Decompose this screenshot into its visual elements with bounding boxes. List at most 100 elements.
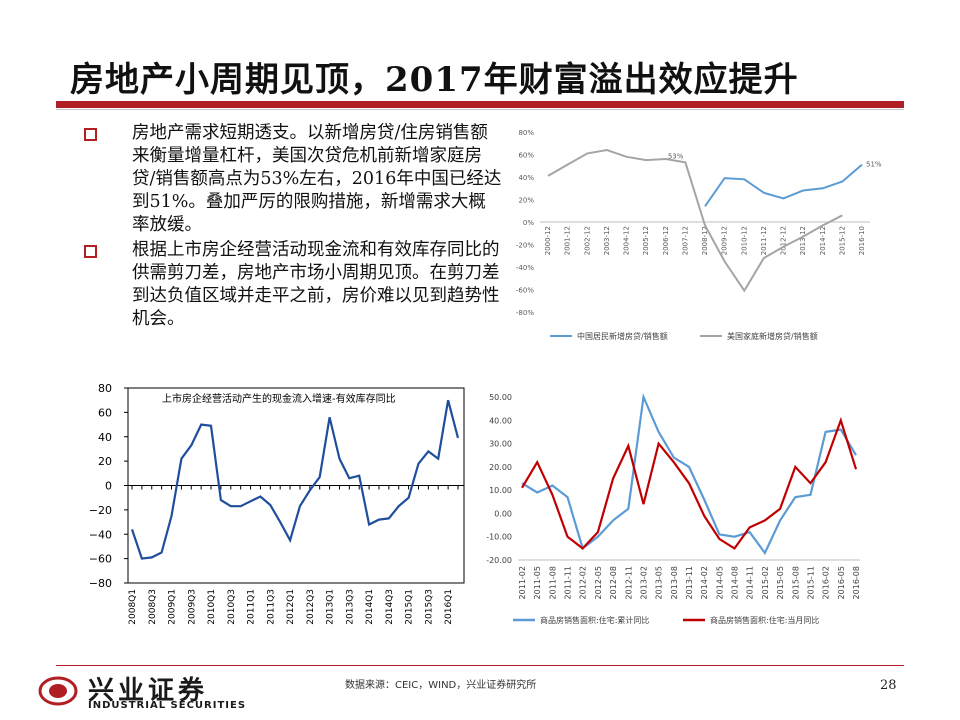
x-tick-label: 2014-02 xyxy=(700,566,709,599)
x-tick-label: 2000-12 xyxy=(544,226,552,255)
x-tick-label: 2012-05 xyxy=(594,566,603,599)
x-tick-label: 2014Q3 xyxy=(385,589,395,625)
bullet-square-icon xyxy=(84,245,97,258)
cashflow-spread-svg: 80 60 40 20 0 −20 −40 −60 −80 2008Q1 2008Q3 2009Q1 2… xyxy=(90,382,465,625)
x-tick-label: 2016-05 xyxy=(837,566,846,599)
title-rule-thin xyxy=(56,109,904,110)
x-tick-label: 2016Q1 xyxy=(444,589,454,625)
logo-mark-icon xyxy=(38,676,78,706)
x-tick-label: 2015-12 xyxy=(838,226,846,255)
logo-name-en: INDUSTRIAL SECURITIES xyxy=(88,700,247,711)
x-tick-label: 2015-11 xyxy=(806,566,815,599)
x-tick-label: 2013-02 xyxy=(639,566,648,599)
x-tick-label: 2010Q3 xyxy=(227,589,237,625)
x-tick-label: 2012Q1 xyxy=(286,589,296,625)
x-tick-label: 2011-12 xyxy=(760,226,768,255)
x-tick-label: 2010-12 xyxy=(740,226,748,255)
y-tick-label: −80 xyxy=(90,577,112,590)
chart-title: 上市房企经营活动产生的现金流入增速-有效库存同比 xyxy=(162,392,396,405)
x-tick-label: 2011-05 xyxy=(533,566,542,599)
page-title: 房地产小周期见顶，2017年财富溢出效应提升 xyxy=(70,60,799,100)
x-tick-label: 2011Q1 xyxy=(247,589,257,625)
x-tick-label: 2008Q3 xyxy=(148,589,158,625)
bullet-list: 房地产需求短期透支。以新增房贷/住房销售额来衡量增量杠杆，美国次贷危机前新增家庭… xyxy=(82,122,502,333)
x-tick-label: 2012-12 xyxy=(780,226,788,255)
bullet-item: 根据上市房企经营活动现金流和有效库存同比的供需剪刀差，房地产市场小周期见顶。在剪… xyxy=(82,239,502,331)
housing-sales-svg: 50.00 40.00 30.00 20.00 10.00 0.00 -10.00 -20.0… xyxy=(486,392,861,625)
y-tick-label: -20.00 xyxy=(486,556,512,565)
x-tick-label: 2009Q3 xyxy=(187,589,197,625)
y-tick-label: -60% xyxy=(516,287,534,295)
x-tick-label: 2011Q3 xyxy=(266,589,276,625)
x-tick-label: 2016-02 xyxy=(822,566,831,599)
series-line-1 xyxy=(704,163,863,207)
x-tick-label: 2016-08 xyxy=(852,566,861,599)
x-tick-label: 2004-12 xyxy=(623,226,631,255)
series-line-2 xyxy=(547,148,843,293)
legend-label: 中国居民新增房贷/销售额 xyxy=(577,331,668,341)
y-tick-label: -10.00 xyxy=(486,533,512,542)
x-tick-label: 2015Q3 xyxy=(424,589,434,625)
x-tick-label: 2011-02 xyxy=(518,566,527,599)
x-tick-label: 2014-11 xyxy=(746,566,755,599)
x-tick-label: 2013-11 xyxy=(685,566,694,599)
y-tick-label: 20% xyxy=(518,197,534,205)
y-tick-label: 80 xyxy=(98,382,112,395)
y-tick-label: 50.00 xyxy=(489,393,512,402)
y-tick-label: −60 xyxy=(90,553,112,566)
y-tick-label: 80% xyxy=(518,129,534,137)
bullet-square-icon xyxy=(84,128,97,141)
legend-label: 商品房销售面积:住宅:当月同比 xyxy=(710,615,819,625)
x-tick-label: 2009-12 xyxy=(721,226,729,255)
x-tick-label: 2009Q1 xyxy=(168,589,178,625)
y-tick-label: −20 xyxy=(90,504,112,517)
x-tick-label: 2016-10 xyxy=(858,226,866,255)
y-tick-label: 40% xyxy=(518,174,534,182)
y-tick-label: 10.00 xyxy=(489,486,512,495)
y-tick-label: 40 xyxy=(98,431,112,444)
y-tick-label: 20.00 xyxy=(489,463,512,472)
x-tick-label: 2015-02 xyxy=(761,566,770,599)
company-logo: 兴业证券 INDUSTRIAL SECURITIES xyxy=(30,672,260,714)
x-tick-label: 2014-12 xyxy=(819,226,827,255)
annotation-label: 51% xyxy=(866,161,882,169)
x-tick-label: 2015Q1 xyxy=(405,589,415,625)
x-tick-label: 2003-12 xyxy=(603,226,611,255)
cashflow-spread-chart: 80 60 40 20 0 −20 −40 −60 −80 2008Q1 2008Q3 2009Q1 2… xyxy=(90,380,475,645)
x-tick-label: 2015-08 xyxy=(791,566,800,599)
series-line-2 xyxy=(521,416,858,550)
y-tick-label: 20 xyxy=(98,455,112,468)
y-tick-label: 0.00 xyxy=(494,509,512,518)
x-tick-label: 2014Q1 xyxy=(365,589,375,625)
y-tick-label: -80% xyxy=(516,309,534,317)
x-tick-label: 2010Q1 xyxy=(207,589,217,625)
x-tick-label: 2008-12 xyxy=(701,226,709,255)
x-tick-label: 2012Q3 xyxy=(306,589,316,625)
y-tick-label: 0 xyxy=(105,480,112,493)
x-tick-label: 2012-08 xyxy=(609,566,618,599)
housing-sales-chart: 50.00 40.00 30.00 20.00 10.00 0.00 -10.00 -20.0… xyxy=(478,385,878,637)
series-line-1 xyxy=(521,392,857,556)
page-number: 28 xyxy=(880,678,897,693)
x-tick-label: 2014-05 xyxy=(715,566,724,599)
x-tick-label: 2001-12 xyxy=(564,226,572,255)
x-tick-label: 2005-12 xyxy=(642,226,650,255)
x-tick-label: 2011-11 xyxy=(564,566,573,599)
source-note: 数据来源：CEIC，WIND，兴业证券研究所 xyxy=(345,680,537,691)
y-tick-label: -20% xyxy=(516,242,534,250)
bullet-text: 房地产需求短期透支。以新增房贷/住房销售额来衡量增量杠杆，美国次贷危机前新增家庭… xyxy=(132,123,502,235)
x-tick-label: 2014-08 xyxy=(731,566,740,599)
x-tick-label: 2012-02 xyxy=(579,566,588,599)
x-tick-label: 2013-12 xyxy=(799,226,807,255)
x-tick-label: 2012-11 xyxy=(624,566,633,599)
footer-rule xyxy=(56,665,904,666)
bullet-text: 根据上市房企经营活动现金流和有效库存同比的供需剪刀差，房地产市场小周期见顶。在剪… xyxy=(132,240,500,329)
title-rule xyxy=(56,101,904,108)
y-tick-label: -40% xyxy=(516,264,534,272)
legend-label: 美国家庭新增房贷/销售额 xyxy=(727,331,818,341)
mortgage-ratio-svg: 80% 60% 40% 20% 0% -20% -40% -60% -80% 2000-12 200… xyxy=(516,129,882,341)
x-tick-label: 2015-05 xyxy=(776,566,785,599)
annotation-label: 53% xyxy=(668,152,684,160)
legend-label: 商品房销售面积:住宅:累计同比 xyxy=(540,615,649,625)
y-tick-label: 40.00 xyxy=(489,416,512,425)
